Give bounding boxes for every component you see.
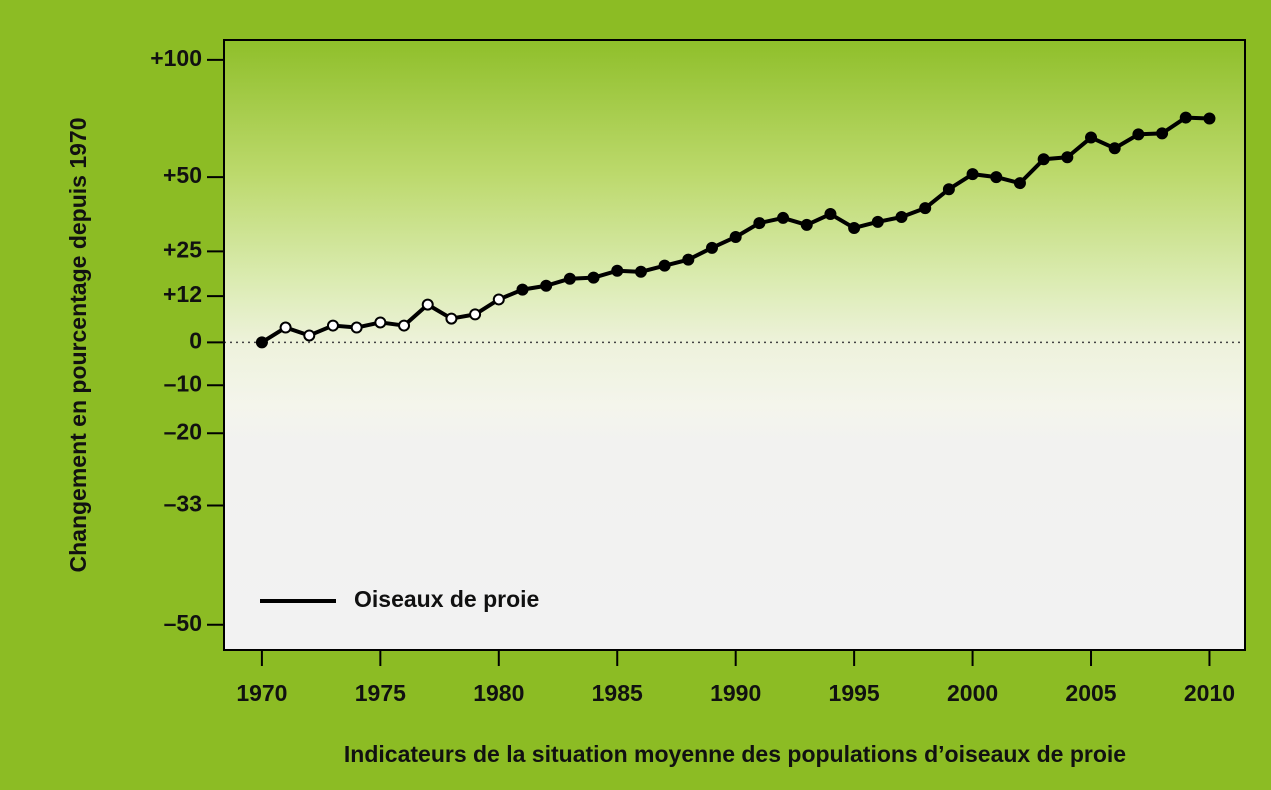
x-tick-label: 2005 bbox=[1065, 680, 1116, 706]
x-tick-label: 1985 bbox=[592, 680, 643, 706]
y-tick-label: –33 bbox=[164, 491, 202, 517]
data-point bbox=[848, 221, 861, 234]
data-point bbox=[303, 329, 316, 342]
y-tick-label: 0 bbox=[189, 327, 202, 353]
x-tick-label: 2000 bbox=[947, 680, 998, 706]
data-point bbox=[634, 265, 647, 278]
x-axis-label: Indicateurs de la situation moyenne des … bbox=[344, 741, 1126, 767]
y-tick-label: +25 bbox=[163, 236, 202, 262]
y-tick-label: –10 bbox=[164, 370, 202, 396]
data-point bbox=[255, 336, 268, 349]
x-tick-label: 1980 bbox=[473, 680, 524, 706]
data-point bbox=[1156, 127, 1169, 140]
data-point bbox=[1179, 111, 1192, 124]
data-point bbox=[895, 211, 908, 224]
y-axis-label: Changement en pourcentage depuis 1970 bbox=[65, 117, 91, 572]
data-point bbox=[1013, 177, 1026, 190]
data-point bbox=[563, 272, 576, 285]
data-point bbox=[966, 168, 979, 181]
data-point bbox=[374, 316, 387, 329]
data-point bbox=[1203, 112, 1216, 125]
data-point bbox=[919, 202, 932, 215]
data-point bbox=[398, 319, 411, 332]
plot-frame bbox=[223, 39, 1246, 651]
x-tick-label: 1995 bbox=[829, 680, 880, 706]
y-tick-label: +50 bbox=[163, 162, 202, 188]
legend-label: Oiseaux de proie bbox=[354, 586, 539, 612]
data-point bbox=[1037, 153, 1050, 166]
x-tick-label: 2010 bbox=[1184, 680, 1235, 706]
data-point bbox=[1085, 131, 1098, 144]
data-point bbox=[611, 264, 624, 277]
data-point bbox=[729, 230, 742, 243]
data-point bbox=[540, 279, 553, 292]
data-point bbox=[824, 208, 837, 221]
data-point bbox=[682, 253, 695, 266]
y-tick-label: +12 bbox=[163, 281, 202, 307]
data-point bbox=[516, 283, 529, 296]
data-point bbox=[990, 171, 1003, 184]
data-point bbox=[350, 321, 363, 334]
data-point bbox=[777, 211, 790, 224]
data-point bbox=[421, 298, 434, 311]
plot-area bbox=[224, 40, 1245, 650]
x-tick-label: 1990 bbox=[710, 680, 761, 706]
data-point bbox=[800, 218, 813, 231]
data-point bbox=[705, 241, 718, 254]
y-tick-label: –20 bbox=[164, 418, 202, 444]
data-point bbox=[279, 321, 292, 334]
data-point bbox=[658, 259, 671, 272]
data-point bbox=[1108, 142, 1121, 155]
data-point bbox=[492, 293, 505, 306]
data-point bbox=[587, 271, 600, 284]
y-tick-label: +100 bbox=[150, 45, 202, 71]
x-tick-label: 1970 bbox=[236, 680, 287, 706]
data-point bbox=[942, 183, 955, 196]
x-tick-label: 1975 bbox=[355, 680, 406, 706]
data-point bbox=[1061, 151, 1074, 164]
data-point bbox=[445, 312, 458, 325]
y-tick-label: –50 bbox=[164, 610, 202, 636]
data-point bbox=[753, 217, 766, 230]
data-point bbox=[326, 319, 339, 332]
data-point bbox=[1132, 128, 1145, 141]
data-point bbox=[469, 308, 482, 321]
data-point bbox=[871, 215, 884, 228]
